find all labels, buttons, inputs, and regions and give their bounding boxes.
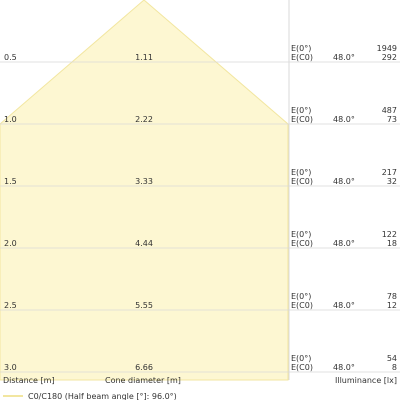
ec0-label: E(C0): [291, 177, 313, 186]
cone-diameter-axis-label: Cone diameter [m]: [105, 376, 181, 385]
distance-tick-label: 2.5: [4, 301, 17, 310]
cone-diameter-label: 5.55: [135, 301, 153, 310]
e0-label: E(0°): [291, 168, 311, 177]
beam-angle-label: 48.0°: [333, 301, 355, 310]
e0-label: E(0°): [291, 292, 311, 301]
illuminance-e0-value: 54: [387, 354, 397, 363]
illuminance-ec0-value: 32: [387, 177, 397, 186]
distance-axis-label: Distance [m]: [3, 376, 55, 385]
cone-diameter-label: 2.22: [135, 115, 153, 124]
legend-text: C0/C180 (Half beam angle [°]: 96.0°): [28, 392, 177, 400]
ec0-label: E(C0): [291, 53, 313, 62]
beam-cone-area: [0, 0, 289, 381]
illuminance-ec0-value: 8: [392, 363, 397, 372]
illuminance-e0-value: 122: [382, 230, 397, 239]
ec0-label: E(C0): [291, 239, 313, 248]
beam-angle-label: 48.0°: [333, 239, 355, 248]
illuminance-ec0-value: 18: [387, 239, 397, 248]
ec0-label: E(C0): [291, 115, 313, 124]
illuminance-ec0-value: 73: [387, 115, 397, 124]
illuminance-e0-value: 78: [387, 292, 397, 301]
cone-diameter-label: 3.33: [135, 177, 153, 186]
illuminance-axis-label: Illuminance [lx]: [335, 376, 397, 385]
distance-tick-label: 0.5: [4, 53, 17, 62]
illuminance-ec0-value: 292: [382, 53, 397, 62]
cone-diameter-label: 6.66: [135, 363, 153, 372]
distance-tick-label: 3.0: [4, 363, 17, 372]
e0-label: E(0°): [291, 106, 311, 115]
illuminance-e0-value: 487: [382, 106, 397, 115]
footer: Distance [m] Cone diameter [m] Illuminan…: [3, 376, 397, 400]
grid-lines: [0, 0, 400, 380]
e0-label: E(0°): [291, 230, 311, 239]
e0-label: E(0°): [291, 354, 311, 363]
illuminance-e0-value: 217: [382, 168, 397, 177]
distance-tick-label: 1.0: [4, 115, 17, 124]
ec0-label: E(C0): [291, 363, 313, 372]
beam-angle-label: 48.0°: [333, 53, 355, 62]
illuminance-e0-value: 1949: [377, 44, 397, 53]
e0-label: E(0°): [291, 44, 311, 53]
beam-angle-label: 48.0°: [333, 115, 355, 124]
distance-tick-label: 2.0: [4, 239, 17, 248]
beam-angle-label: 48.0°: [333, 177, 355, 186]
illuminance-ec0-value: 12: [387, 301, 397, 310]
beam-angle-label: 48.0°: [333, 363, 355, 372]
distance-tick-label: 1.5: [4, 177, 17, 186]
ec0-label: E(C0): [291, 301, 313, 310]
cone-diameter-label: 1.11: [135, 53, 153, 62]
cone-diameter-label: 4.44: [135, 239, 153, 248]
beam-cone: [0, 0, 289, 381]
